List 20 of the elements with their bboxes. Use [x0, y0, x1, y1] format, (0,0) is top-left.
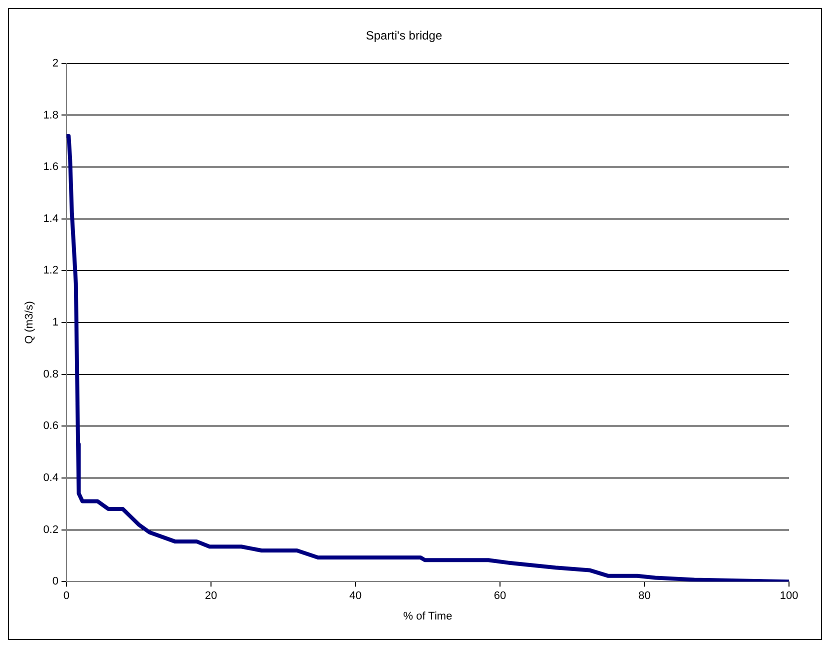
- y-tick-label: 0.6: [43, 420, 58, 432]
- chart-title: Sparti's bridge: [366, 28, 442, 43]
- y-tick-label: 1.2: [43, 264, 58, 277]
- y-tick-label: 1.6: [43, 161, 58, 174]
- x-tick-label: 0: [63, 590, 70, 602]
- x-tick-label: 40: [349, 590, 362, 602]
- x-tick-label: 80: [638, 590, 651, 602]
- y-axis-title: Q (m3/s): [24, 301, 36, 344]
- y-tick-label: 0.2: [43, 524, 58, 536]
- y-tick-label: 0.4: [43, 472, 58, 484]
- y-tick-label: 1.8: [43, 109, 58, 122]
- y-tick-label: 0: [52, 576, 58, 588]
- x-tick-label: 60: [494, 590, 506, 602]
- x-tick-label: 20: [204, 590, 218, 602]
- y-tick-label: 0.8: [43, 368, 58, 380]
- y-tick-label: 2: [52, 57, 58, 70]
- x-axis-title: % of Time: [403, 610, 452, 622]
- y-tick-label: 1.4: [43, 212, 58, 225]
- x-tick-label: 100: [780, 590, 798, 602]
- y-tick-label: 1: [52, 316, 58, 329]
